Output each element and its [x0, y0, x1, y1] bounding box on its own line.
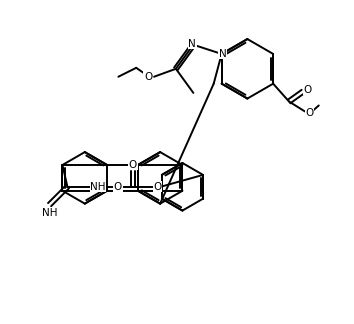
Text: O: O — [306, 109, 314, 118]
Text: O: O — [114, 182, 122, 192]
Text: NH: NH — [42, 208, 57, 217]
Text: O: O — [144, 72, 152, 82]
Text: O: O — [129, 160, 137, 170]
Text: NH: NH — [90, 182, 106, 192]
Text: N: N — [219, 49, 227, 59]
Text: N: N — [188, 39, 196, 49]
Text: O: O — [304, 85, 312, 95]
Text: O: O — [154, 182, 162, 192]
